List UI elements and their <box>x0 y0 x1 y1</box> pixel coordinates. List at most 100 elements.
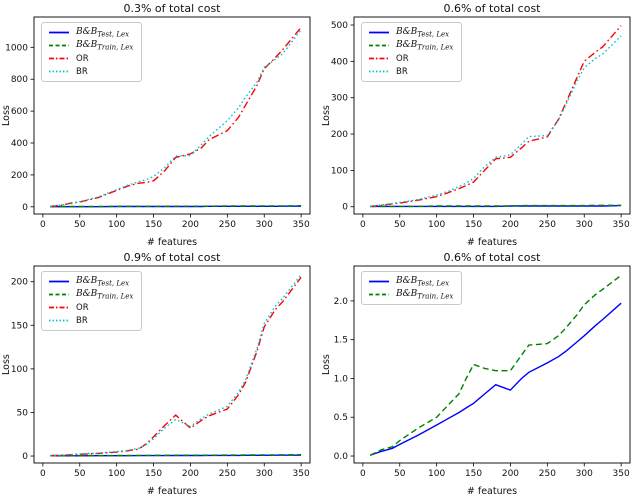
legend-label: OR <box>76 53 89 64</box>
legend-item-bb-train-lex: B&BTrain, Lex <box>48 39 133 52</box>
y-tick-label: 0 <box>22 452 28 462</box>
legend-line-swatch-br <box>49 70 69 73</box>
legend-label: BR <box>76 315 88 326</box>
legend-label: B&BTest, Lex <box>396 275 450 288</box>
legend-label: B&BTrain, Lex <box>76 39 134 52</box>
chart-title: 0.3% of total cost <box>123 2 221 15</box>
series-line-bb-train-lex <box>50 205 302 208</box>
legend-line-swatch-br <box>49 319 69 322</box>
x-tick-label: 300 <box>256 220 273 230</box>
legend-label: BR <box>76 66 88 77</box>
y-axis-label: Loss <box>1 105 12 126</box>
chart-title: 0.6% of total cost <box>443 251 541 264</box>
legend-item-or: OR <box>48 52 133 65</box>
legend-label: B&BTrain, Lex <box>396 288 454 301</box>
legend-item-bb-test-lex: B&BTest, Lex <box>48 26 133 39</box>
x-tick-label: 150 <box>145 469 162 479</box>
y-tick-label: 1.0 <box>334 374 349 384</box>
subplot-bottom-left: 0 50 100 150 200 250 300 350 0 50 100 150 200 0.9% o… <box>0 249 320 498</box>
series-line-br <box>50 29 302 208</box>
y-tick-label: 0 <box>22 203 28 213</box>
y-tick-label: 1.5 <box>334 336 348 346</box>
x-tick-label: 50 <box>394 469 406 479</box>
legend-label: B&BTrain, Lex <box>396 39 454 52</box>
legend-label: OR <box>76 302 89 313</box>
y-tick-label: 200 <box>11 171 28 181</box>
x-tick-label: 300 <box>256 469 273 479</box>
legend-item-br: BR <box>48 65 133 78</box>
legend-line-swatch-bb-train-lex <box>369 293 389 296</box>
legend-line-swatch-bb-train-lex <box>369 44 389 47</box>
legend: B&BTest, Lex B&BTrain, Lex OR BR <box>361 22 463 82</box>
subplot-bottom-right: 0 50 100 150 200 250 300 350 0.0 0.5 1.0 1.5 2.0 0.6… <box>320 249 640 498</box>
series-line-bb-train-lex <box>369 274 622 456</box>
x-tick-label: 350 <box>293 220 310 230</box>
legend-line-swatch-bb-test-lex <box>369 31 389 34</box>
y-tick-label: 400 <box>331 57 348 67</box>
x-tick-label: 100 <box>428 220 445 230</box>
legend-item-br: BR <box>48 314 133 327</box>
y-tick-label: 100 <box>11 365 28 375</box>
x-tick-label: 300 <box>576 220 593 230</box>
y-tick-label: 50 <box>17 408 29 418</box>
x-tick-label: 0 <box>40 220 46 230</box>
legend-line-swatch-or <box>369 57 389 60</box>
legend: B&BTest, Lex B&BTrain, Lex OR BR <box>41 22 143 82</box>
legend-item-bb-test-lex: B&BTest, Lex <box>368 275 453 288</box>
y-tick-label: 400 <box>11 139 28 149</box>
series-line-bb-train-lex <box>50 454 302 457</box>
legend-label: B&BTest, Lex <box>396 26 450 39</box>
legend-line-swatch-bb-train-lex <box>49 293 69 296</box>
legend-item-bb-train-lex: B&BTrain, Lex <box>368 39 453 52</box>
y-tick-label: 200 <box>331 130 348 140</box>
y-tick-label: 1000 <box>5 43 28 53</box>
x-tick-label: 250 <box>219 469 236 479</box>
legend-line-swatch-bb-test-lex <box>369 280 389 283</box>
x-tick-label: 100 <box>108 469 125 479</box>
legend-item-bb-train-lex: B&BTrain, Lex <box>368 288 453 301</box>
x-tick-label: 50 <box>74 220 86 230</box>
legend-label: B&BTest, Lex <box>76 275 130 288</box>
series-line-br <box>370 35 622 208</box>
y-tick-label: 200 <box>11 278 28 288</box>
legend-line-swatch-or <box>49 57 69 60</box>
subplot-top-right: 0 50 100 150 200 250 300 350 0 100 200 300 400 500 0.… <box>320 0 640 249</box>
legend-label: B&BTest, Lex <box>76 26 130 39</box>
x-tick-label: 200 <box>502 220 519 230</box>
x-tick-label: 250 <box>219 220 236 230</box>
x-tick-label: 100 <box>108 220 125 230</box>
legend-item-bb-test-lex: B&BTest, Lex <box>368 26 453 39</box>
legend-label: OR <box>396 53 409 64</box>
x-tick-label: 300 <box>576 469 593 479</box>
y-axis-label: Loss <box>321 354 332 375</box>
x-axis-label: # features <box>466 237 518 248</box>
legend-item-br: BR <box>368 65 453 78</box>
series-line-or <box>50 276 302 457</box>
y-tick-label: 500 <box>331 21 348 31</box>
x-tick-label: 200 <box>182 469 199 479</box>
x-tick-label: 200 <box>502 469 519 479</box>
x-tick-label: 50 <box>74 469 86 479</box>
legend-line-swatch-br <box>369 70 389 73</box>
legend-line-swatch-or <box>49 306 69 309</box>
legend-line-swatch-bb-test-lex <box>49 280 69 283</box>
x-tick-label: 0 <box>40 469 46 479</box>
legend-line-swatch-bb-test-lex <box>49 31 69 34</box>
x-tick-label: 0 <box>360 220 366 230</box>
subplot-top-left: 0 50 100 150 200 250 300 350 0 200 400 600 800 1000 0… <box>0 0 320 249</box>
legend: B&BTest, Lex B&BTrain, Lex OR BR <box>41 271 143 331</box>
y-tick-label: 2.0 <box>334 297 349 307</box>
chart-title: 0.6% of total cost <box>443 2 541 15</box>
y-tick-label: 100 <box>331 166 348 176</box>
legend-item-bb-test-lex: B&BTest, Lex <box>48 275 133 288</box>
y-axis-label: Loss <box>321 105 332 126</box>
legend-item-or: OR <box>368 52 453 65</box>
y-tick-label: 150 <box>11 321 28 331</box>
y-axis-label: Loss <box>1 354 12 375</box>
x-tick-label: 250 <box>539 469 556 479</box>
legend-item-bb-train-lex: B&BTrain, Lex <box>48 288 133 301</box>
x-tick-label: 150 <box>145 220 162 230</box>
series-line-bb-train-lex <box>370 204 622 208</box>
x-tick-label: 50 <box>394 220 406 230</box>
y-tick-label: 0.0 <box>334 452 349 462</box>
